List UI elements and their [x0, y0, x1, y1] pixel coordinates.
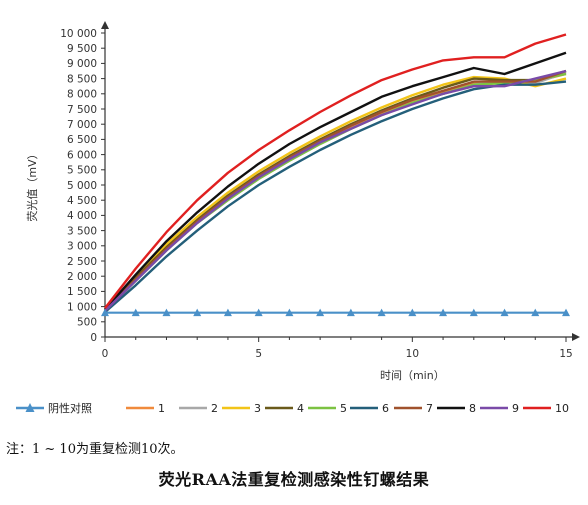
series-line-6: [104, 80, 567, 314]
y-tick-label: 2 500: [67, 256, 97, 268]
series-line-1: [104, 72, 567, 312]
series-point-阴性对照: [562, 308, 570, 317]
series-point-阴性对照: [346, 308, 355, 317]
y-tick-label: 9 500: [67, 43, 97, 55]
series-point-阴性对照: [193, 308, 202, 317]
y-tick-label: 9 000: [67, 58, 97, 70]
legend-label-10: 10: [555, 402, 569, 415]
y-tick-label: 500: [77, 317, 97, 329]
legend-label-1: 1: [158, 402, 165, 415]
series-line-5: [104, 72, 567, 312]
series-point-阴性对照: [285, 308, 294, 317]
legend-label-阴性对照: 阴性对照: [48, 401, 92, 415]
y-tick-label: 4 500: [67, 195, 97, 207]
series-point-阴性对照: [316, 308, 325, 317]
series-line-7: [104, 69, 567, 312]
y-tick-label: 5 000: [67, 180, 97, 192]
y-tick-label: 3 500: [67, 225, 97, 237]
x-tick-label: 0: [102, 348, 109, 360]
y-tick-label: 6 000: [67, 149, 97, 161]
series-line-10: [104, 33, 567, 309]
x-ticks: 0 5 10 15: [102, 337, 573, 360]
y-tick-label: 3 000: [67, 241, 97, 253]
series-point-阴性对照: [469, 308, 478, 317]
legend-label-6: 6: [382, 402, 389, 415]
legend: 阴性对照 1 2 3 4 5 6 7 8 9 10: [16, 401, 569, 415]
series-line-4: [104, 69, 567, 312]
figure-caption: 荧光RAA法重复检测感染性钉螺结果: [158, 470, 430, 489]
series-point-阴性对照: [531, 308, 540, 317]
y-tick-label: 7 500: [67, 104, 97, 116]
y-axis-arrow: [101, 21, 109, 29]
series-point-阴性对照: [101, 308, 109, 317]
series-line-9: [104, 69, 567, 312]
line-chart: 0 500 1 000 1 500 2 000 2 500 3 000 3 500 4 000 4…: [16, 21, 580, 415]
y-tick-label: 0: [90, 332, 97, 344]
series-layer: [101, 33, 570, 317]
y-tick-label: 7 000: [67, 119, 97, 131]
x-axis-arrow: [572, 333, 580, 341]
legend-label-8: 8: [469, 402, 476, 415]
figure-note: 注：1 ~ 10为重复检测10次。: [6, 442, 184, 457]
legend-label-2: 2: [211, 402, 218, 415]
y-tick-label: 8 000: [67, 89, 97, 101]
y-tick-label: 1 500: [67, 286, 97, 298]
legend-label-7: 7: [426, 402, 433, 415]
series-line-2: [104, 71, 567, 313]
series-point-阴性对照: [254, 308, 263, 317]
legend-label-3: 3: [254, 402, 261, 415]
series-line-8: [104, 51, 567, 311]
series-point-阴性对照: [408, 308, 417, 317]
y-tick-label: 5 500: [67, 165, 97, 177]
y-tick-label: 6 500: [67, 134, 97, 146]
series-point-阴性对照: [500, 308, 509, 317]
y-tick-label: 10 000: [60, 28, 97, 40]
x-tick-label: 5: [255, 348, 262, 360]
y-tick-label: 2 000: [67, 271, 97, 283]
y-tick-label: 1 000: [67, 301, 97, 313]
legend-label-5: 5: [340, 402, 347, 415]
legend-label-4: 4: [297, 402, 304, 415]
y-tick-label: 8 500: [67, 73, 97, 85]
series-point-阴性对照: [162, 308, 171, 317]
series-point-阴性对照: [439, 308, 448, 317]
y-tick-label: 4 000: [67, 210, 97, 222]
x-axis-title: 时间（min）: [380, 369, 445, 382]
series-point-阴性对照: [377, 308, 386, 317]
legend-marker: [25, 403, 35, 412]
y-ticks: 0 500 1 000 1 500 2 000 2 500 3 000 3 500 4 000 4…: [60, 28, 105, 344]
series-point-阴性对照: [131, 308, 140, 317]
series-point-阴性对照: [223, 308, 232, 317]
axes: [101, 21, 580, 341]
x-tick-label: 15: [559, 348, 572, 360]
x-tick-label: 10: [406, 348, 419, 360]
legend-label-9: 9: [512, 402, 519, 415]
series-line-3: [104, 75, 567, 311]
y-axis-title: 荧光值（mV）: [25, 148, 39, 221]
